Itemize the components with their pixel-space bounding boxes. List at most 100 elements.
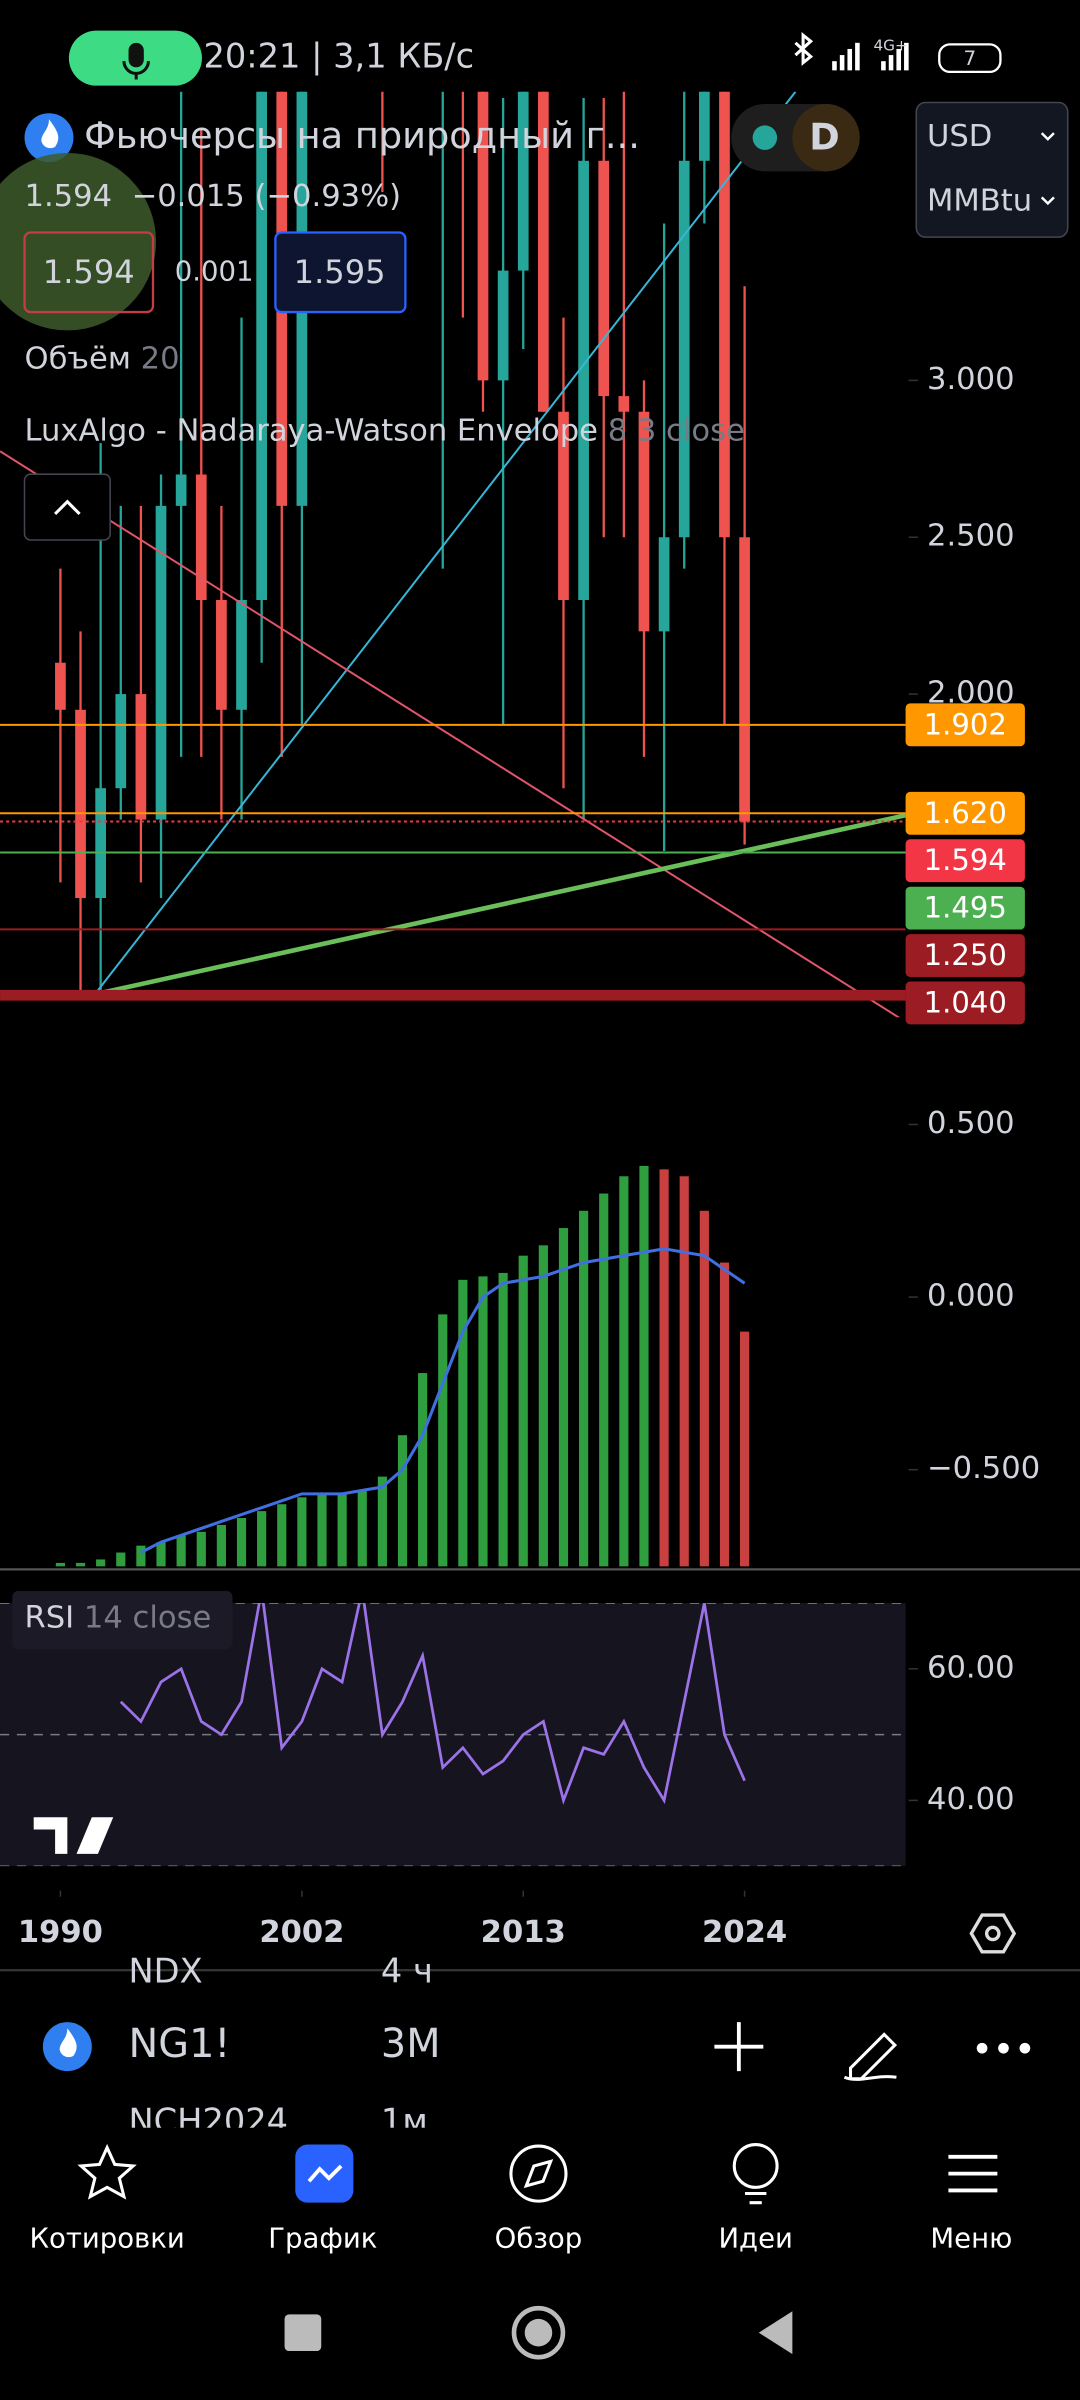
oscillator-ma — [140, 1247, 746, 1554]
oscillator-bar — [619, 1176, 629, 1567]
candle-body — [155, 505, 167, 820]
price-change: −0.015 (−0.93%) — [132, 179, 402, 214]
bid[interactable]: 1.594 — [43, 253, 135, 291]
add-button[interactable] — [714, 2022, 764, 2072]
rsi-label: RSI 14 close — [25, 1600, 212, 1635]
oscillator-bar — [679, 1176, 689, 1567]
oscillator-bar — [277, 1504, 287, 1567]
oscillator-bar — [196, 1531, 206, 1567]
oscillator-bar — [518, 1255, 528, 1567]
level-box — [905, 839, 1025, 883]
nav-label[interactable]: Котировки — [29, 2222, 184, 2254]
unit-selector[interactable] — [915, 101, 1069, 238]
oscillator-bar — [357, 1490, 367, 1567]
y-tick-label: 40.00 — [927, 1782, 1015, 1817]
nav-label[interactable]: Идеи — [718, 2222, 792, 2254]
chart-interval[interactable]: 3M — [381, 2021, 441, 2067]
oscillator-bar — [599, 1193, 609, 1567]
y-tick-label: 3.000 — [927, 362, 1015, 397]
oscillator-bar — [116, 1552, 126, 1567]
battery — [938, 43, 1002, 74]
volume-label: Объём 20 — [25, 341, 180, 376]
network-type: 4G+ — [873, 36, 907, 54]
oscillator-bar — [659, 1169, 669, 1567]
oscillator-bar — [257, 1511, 267, 1567]
levels: 1.902 1.620 1.594 1.495 1.250 1.040 — [0, 703, 1025, 1025]
oscillator-bar — [639, 1165, 649, 1567]
more-button[interactable] — [976, 2042, 1031, 2054]
signal-icon — [832, 42, 909, 71]
candle-body — [256, 91, 267, 600]
bottom-nav — [0, 2127, 1080, 2281]
battery-level: 7 — [963, 47, 976, 70]
candle-body — [216, 599, 227, 710]
nav-label[interactable]: График — [268, 2222, 377, 2254]
x-tick-label: 2013 — [481, 1915, 566, 1950]
oscillator-bar — [458, 1279, 468, 1567]
candle-body — [739, 537, 750, 822]
drawings — [0, 91, 906, 1018]
candle-body — [698, 91, 710, 161]
rsi-line — [119, 1603, 746, 1805]
y-tick-label: 2.500 — [927, 519, 1015, 554]
level-box — [905, 791, 1025, 835]
candle-body — [115, 694, 127, 789]
avatar — [0, 152, 157, 331]
candle-body — [195, 474, 207, 600]
home-button[interactable] — [511, 2305, 566, 2360]
candle-body — [497, 270, 509, 381]
oscillator-bar — [538, 1245, 548, 1567]
candle-body — [598, 160, 610, 397]
prev-symbol: NDX — [129, 1952, 203, 1991]
draw-button[interactable] — [843, 2032, 898, 2081]
level-box — [905, 934, 1025, 977]
oscillator-bar — [297, 1497, 307, 1567]
oscillator-bar — [75, 1562, 86, 1567]
oscillator-bar — [96, 1559, 106, 1567]
oscillator-bar — [740, 1331, 750, 1567]
candle-body — [558, 411, 569, 600]
y-tick-label: 60.00 — [927, 1650, 1015, 1685]
oscillator-bar — [579, 1210, 589, 1567]
interval[interactable]: D — [809, 116, 839, 159]
level-label: 1.594 — [924, 843, 1007, 877]
nav-label[interactable]: Обзор — [495, 2222, 583, 2254]
oscillator-bar — [55, 1562, 65, 1567]
oscillator-bar — [156, 1542, 166, 1567]
back-button[interactable] — [758, 2311, 793, 2355]
candle-body — [618, 396, 630, 412]
x-tick-label: 2002 — [259, 1915, 344, 1950]
collapse-button[interactable] — [23, 473, 111, 541]
currency[interactable]: USD — [927, 119, 992, 154]
unit[interactable]: MMBtu — [927, 183, 1032, 218]
candle-body — [135, 694, 147, 820]
candle-body — [638, 411, 650, 632]
symbol-title[interactable]: Фьючерсы на природный г... — [84, 114, 640, 157]
ask[interactable]: 1.595 — [294, 253, 386, 291]
oscillator-bar — [377, 1476, 387, 1567]
oscillator-bar — [558, 1228, 569, 1567]
envelope-label: LuxAlgo - Nadaraya-Watson Envelope 8 3 c… — [25, 413, 745, 448]
last-price: 1.594 — [25, 179, 113, 214]
prev-interval: 4 ч — [381, 1952, 433, 1991]
nav-label[interactable]: Меню — [930, 2222, 1012, 2254]
ask-box[interactable] — [274, 231, 407, 314]
oscillator-bar — [236, 1518, 247, 1567]
candle-body — [236, 599, 247, 710]
candle-body — [517, 91, 529, 271]
y-tick-label: −0.500 — [927, 1451, 1040, 1486]
settings-button[interactable] — [969, 1913, 1017, 1954]
oscillator-bar — [418, 1373, 428, 1567]
level-box — [905, 703, 1025, 747]
candle-body — [75, 709, 86, 899]
symbol[interactable]: NG1! — [129, 2021, 231, 2067]
recents-button[interactable] — [284, 2314, 322, 2352]
oscillator-bar — [317, 1493, 327, 1567]
candle-body — [55, 662, 66, 710]
bid-box[interactable] — [23, 231, 155, 314]
oscillator-bar — [498, 1272, 508, 1567]
candle-body — [175, 474, 187, 506]
status-time: 20:21 | 3,1 КБ/с — [203, 37, 474, 76]
axes: 2.000 2.500 3.000 0.500 0.000 −0.500 60.00 40.0… — [18, 362, 1040, 1950]
oscillator-bar — [136, 1545, 146, 1567]
